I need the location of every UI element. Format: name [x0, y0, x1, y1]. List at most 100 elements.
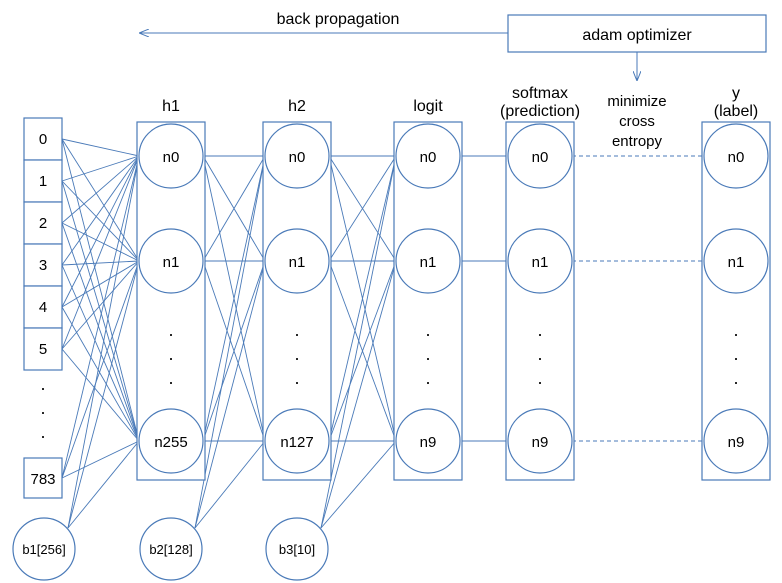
edge-input-h1: [61, 138, 140, 262]
edge-input-h1: [61, 222, 140, 262]
edge-input-h1: [61, 260, 140, 266]
header-h1: h1: [162, 98, 180, 115]
edge-input-h1: [61, 264, 140, 442]
edge-input-h1: [61, 138, 140, 442]
optimizer-label: adam optimizer: [582, 27, 692, 44]
ellipsis-dot: .: [168, 320, 173, 340]
node-label-y: n0: [728, 149, 745, 166]
node-label-h1: n255: [154, 434, 187, 451]
input-cell: [23, 201, 63, 245]
ellipsis-dot: .: [537, 320, 542, 340]
input-cell: [23, 117, 63, 161]
edge-input-h1: [61, 155, 140, 182]
backprop-label: back propagation: [277, 11, 400, 28]
node-h2: [264, 408, 330, 474]
ellipsis-dot: .: [40, 422, 45, 442]
edge-input-h1: [61, 155, 140, 350]
edge-bias-logit: [320, 440, 397, 529]
input-label: 3: [39, 257, 47, 274]
edge-input-h1: [61, 260, 140, 350]
edge-dense: [328, 155, 397, 262]
header-logit: logit: [413, 98, 443, 115]
input-label: 5: [39, 341, 47, 358]
edge-input-h1: [61, 180, 140, 442]
node-label-y: n9: [728, 434, 745, 451]
minimize-line-2: cross: [619, 113, 655, 130]
edge-bias-h1: [67, 260, 140, 529]
header-softmax: softmax: [512, 85, 568, 102]
ellipsis-dot: .: [168, 344, 173, 364]
edge-input-h1: [61, 348, 140, 442]
node-label-softmax: n1: [532, 254, 549, 271]
node-label-h1: n0: [163, 149, 180, 166]
edge-bias-h2: [194, 260, 266, 529]
edge-input-h1: [61, 180, 140, 262]
input-label: 1: [39, 173, 47, 190]
ellipsis-dot: .: [733, 344, 738, 364]
connections: [61, 138, 704, 529]
node-logit: [395, 408, 461, 474]
node-label-h1: n1: [163, 254, 180, 271]
edge-bias-h2: [194, 155, 266, 529]
bias-label-b1: b1[256]: [22, 542, 65, 557]
bias-label-b3: b3[10]: [279, 542, 315, 557]
edge-bias-h2: [194, 440, 266, 529]
edge-bias-h1: [67, 440, 140, 529]
ellipsis-dot: .: [537, 344, 542, 364]
edge-bias-h1: [67, 155, 140, 529]
node-h1: [138, 123, 204, 189]
ellipsis-dot: .: [425, 320, 430, 340]
header-h2: h2: [288, 98, 306, 115]
input-cell: [23, 159, 63, 203]
node-y: [703, 408, 769, 474]
ellipsis-dot: .: [733, 368, 738, 388]
bias-node-b3: [265, 517, 329, 581]
node-label-softmax: n0: [532, 149, 549, 166]
ellipsis-dot: .: [294, 368, 299, 388]
node-label-h2: n127: [280, 434, 313, 451]
header-label: (label): [714, 103, 758, 120]
header-prediction: (prediction): [500, 103, 580, 120]
ellipsis-dot: .: [40, 398, 45, 418]
node-softmax: [507, 408, 573, 474]
ellipsis-dot: .: [425, 344, 430, 364]
node-softmax: [507, 228, 573, 294]
edge-dense: [202, 155, 266, 262]
ellipsis-dot: .: [537, 368, 542, 388]
node-h1: [138, 228, 204, 294]
edge-input-h1: [61, 306, 140, 442]
edge-dense: [202, 155, 266, 442]
input-label-last: 783: [30, 471, 55, 488]
minimize-line-3: entropy: [612, 133, 663, 150]
edge-input-h1: [61, 155, 140, 308]
edge-bias-logit: [320, 260, 397, 529]
edge-dense: [328, 260, 397, 442]
node-label-softmax: n9: [532, 434, 549, 451]
ellipsis-dot: .: [294, 344, 299, 364]
layer-columns: n0 n1 n255... n0 n1 n127... n0 n1 n9... n0 n1 n9...…: [136, 121, 771, 481]
node-label-logit: n1: [420, 254, 437, 271]
node-softmax: [507, 123, 573, 189]
bias-label-b2: b2[128]: [149, 542, 192, 557]
ellipsis-dot: .: [40, 374, 45, 394]
edge-input-h1: [61, 222, 140, 442]
ellipsis-dot: .: [168, 368, 173, 388]
node-y: [703, 123, 769, 189]
input-column: 0 1 2 3 4 5 783 . . .: [23, 117, 63, 499]
node-label-logit: n0: [420, 149, 437, 166]
edge-dense: [202, 260, 266, 442]
input-cell: [23, 327, 63, 371]
input-label: 0: [39, 131, 47, 148]
node-logit: [395, 123, 461, 189]
node-label-h2: n1: [289, 254, 306, 271]
input-cell-last: [23, 457, 63, 499]
edge-input-h1: [61, 155, 140, 224]
edge-bias-logit: [320, 155, 397, 529]
edge-dense: [328, 155, 397, 442]
ellipsis-dot: .: [733, 320, 738, 340]
bias-node-b2: [139, 517, 203, 581]
minimize-line-1: minimize: [607, 93, 666, 110]
node-label-y: n1: [728, 254, 745, 271]
input-cell: [23, 243, 63, 287]
